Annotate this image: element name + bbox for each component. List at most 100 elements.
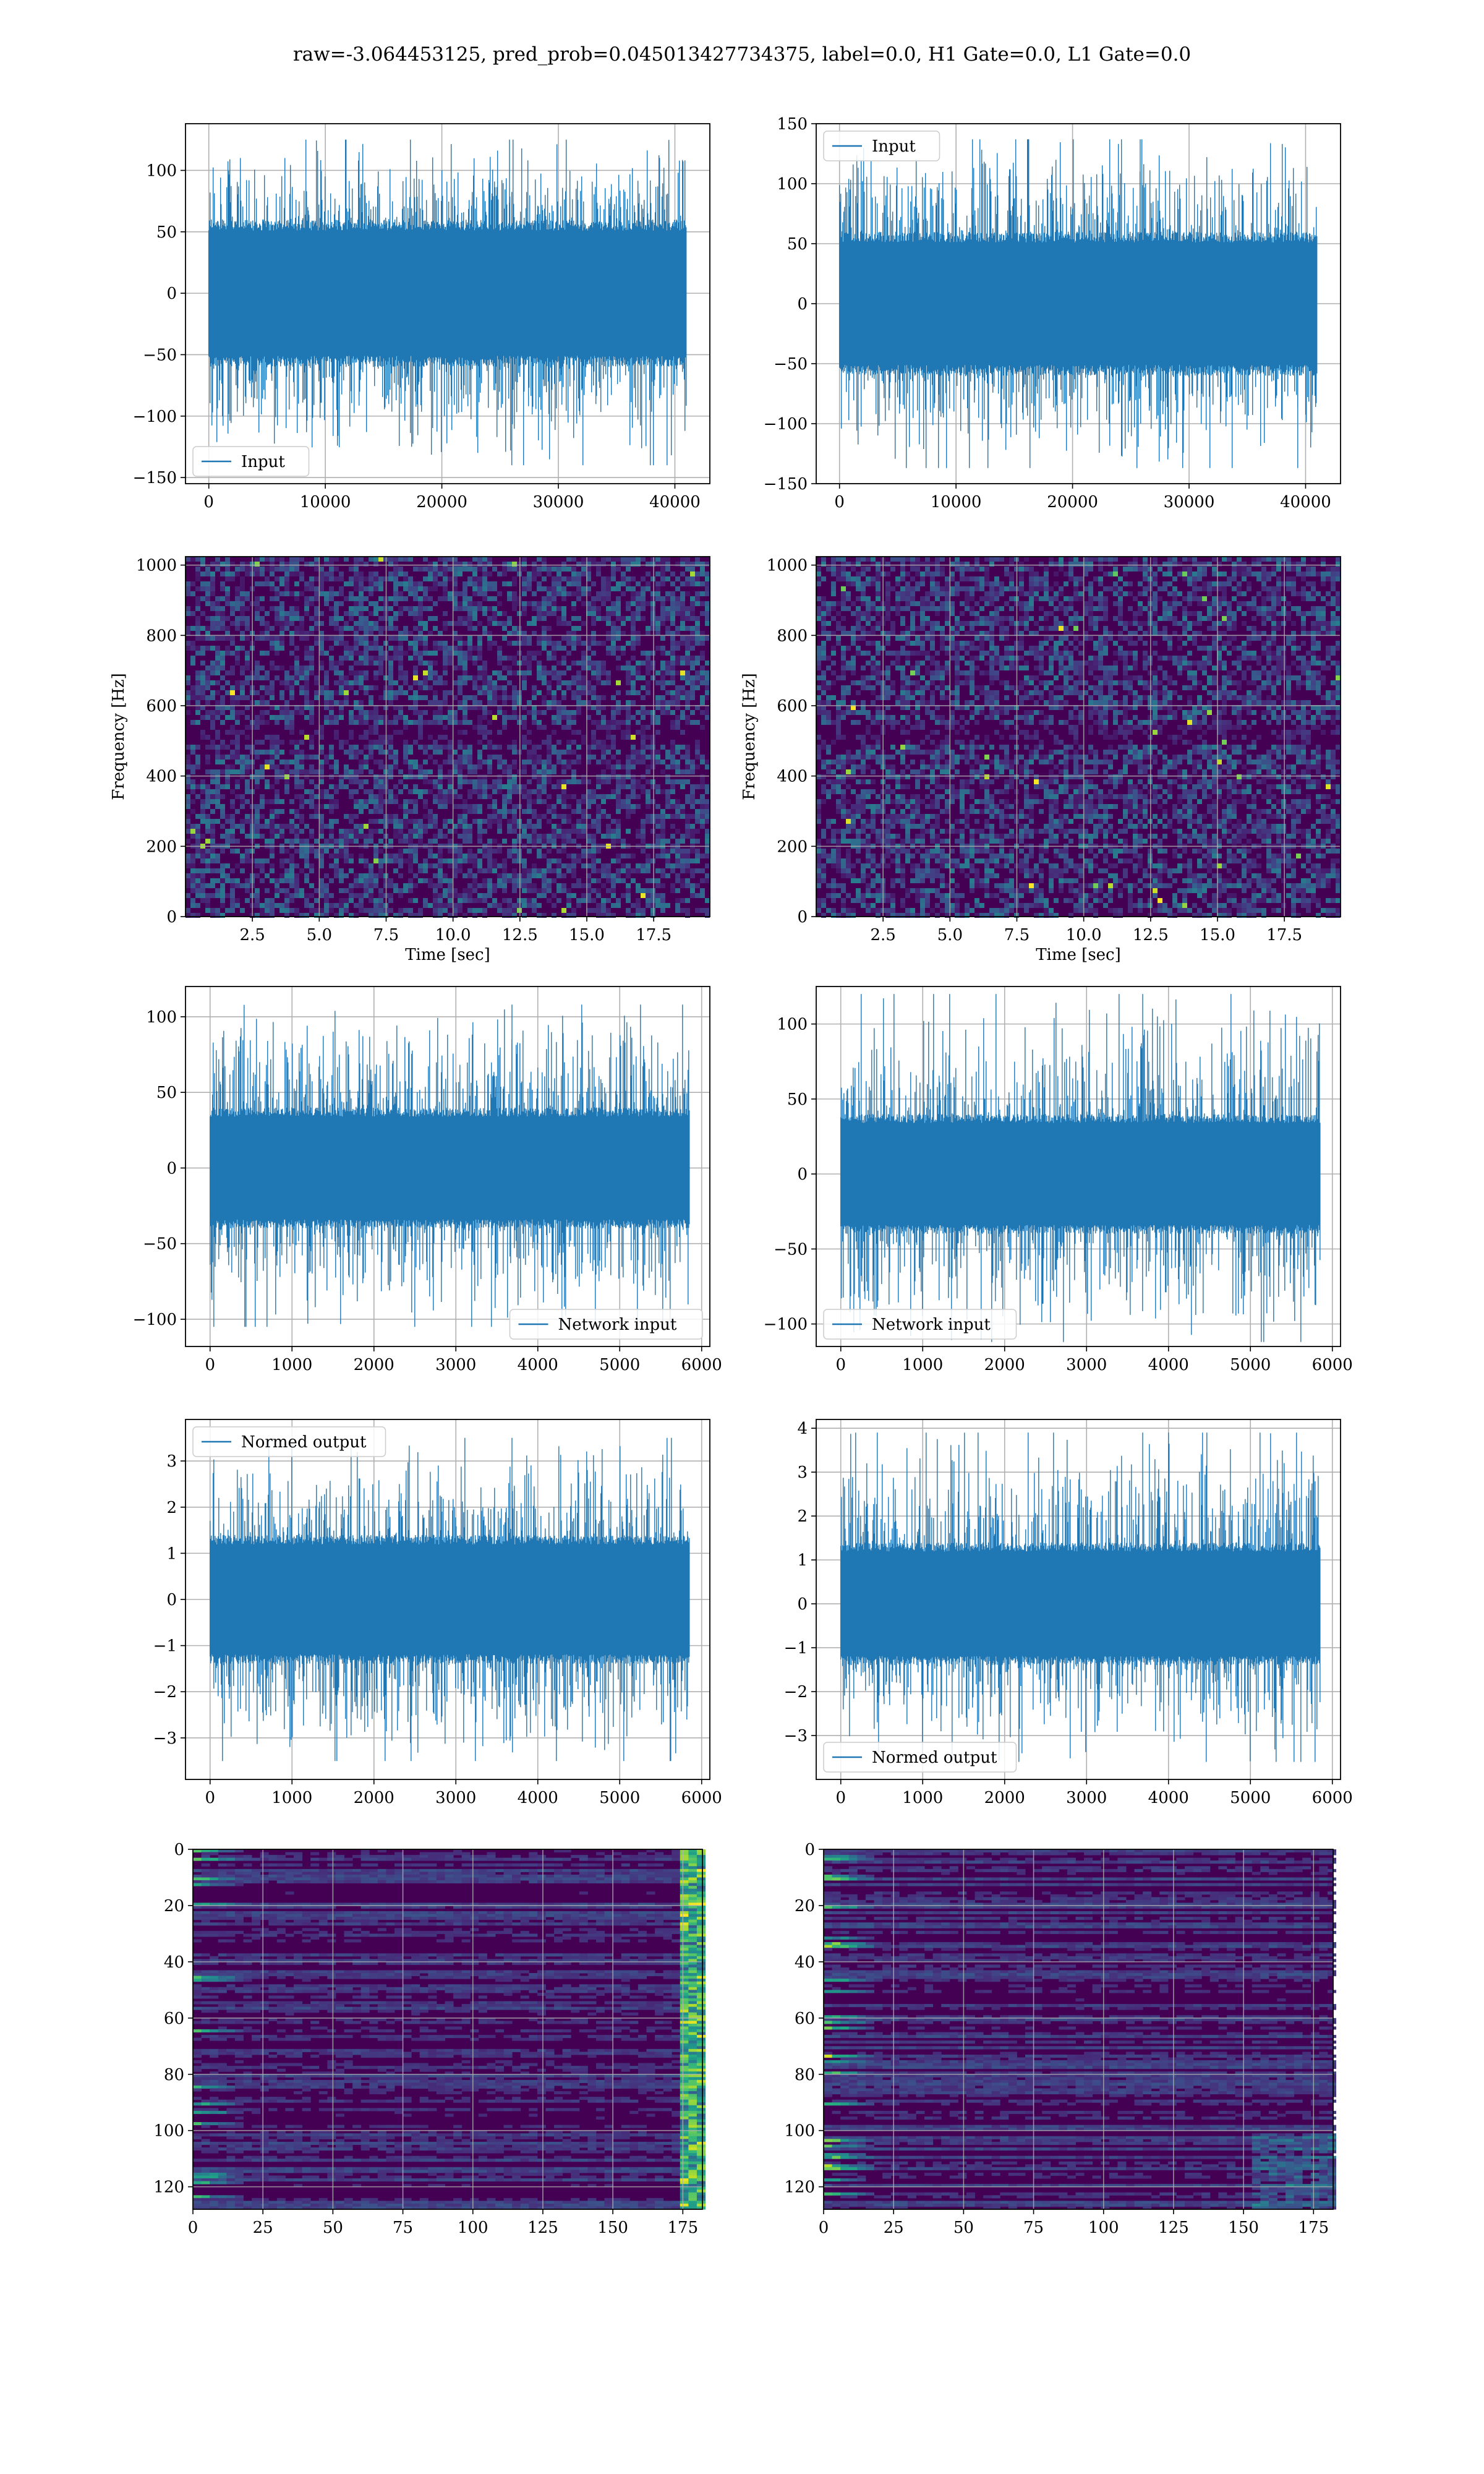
heatmap-cell — [641, 740, 646, 745]
heatmap-cell — [294, 779, 299, 784]
heatmap-cell — [260, 616, 265, 621]
heatmap-cell — [463, 893, 467, 898]
heatmap-cell — [1232, 567, 1237, 571]
heatmap-cell — [369, 611, 373, 616]
heatmap-cell — [601, 591, 606, 596]
heatmap-cell — [260, 834, 265, 839]
heatmap-cell — [220, 824, 225, 829]
heatmap-cell — [477, 651, 482, 656]
heatmap-cell — [463, 586, 467, 591]
heatmap-cell — [314, 908, 319, 913]
heatmap-cell — [324, 690, 329, 695]
heatmap-cell — [994, 557, 999, 562]
heatmap-cell — [556, 794, 561, 799]
heatmap-cell — [680, 601, 685, 606]
heatmap-cell — [388, 908, 393, 913]
heatmap-cell — [354, 839, 359, 844]
heatmap-cell — [220, 695, 225, 700]
heatmap-cell — [304, 878, 309, 883]
heatmap-cell — [472, 571, 477, 576]
heatmap-cell — [641, 760, 646, 764]
heatmap-cell — [650, 819, 655, 824]
heatmap-cell — [205, 784, 210, 789]
heatmap-cell — [517, 908, 522, 913]
heatmap-cell — [210, 799, 215, 804]
heatmap-cell — [556, 710, 561, 715]
heatmap-cell — [334, 849, 339, 854]
heatmap-cell — [826, 567, 831, 571]
heatmap-cell — [1306, 581, 1311, 586]
heatmap-cell — [542, 596, 547, 601]
y-tick-label: 150 — [777, 115, 808, 134]
heatmap-cell — [304, 774, 309, 779]
heatmap-cell — [477, 893, 482, 898]
heatmap-cell — [378, 903, 383, 908]
heatmap-cell — [453, 651, 458, 656]
heatmap-cell — [685, 908, 690, 913]
heatmap-cell — [532, 601, 537, 606]
heatmap-cell — [448, 750, 453, 755]
heatmap-cell — [304, 636, 309, 641]
heatmap-cell — [453, 562, 458, 567]
heatmap-cell — [260, 903, 265, 908]
heatmap-cell — [373, 646, 378, 651]
heatmap-cell — [950, 576, 955, 581]
heatmap-cell — [527, 576, 532, 581]
heatmap-cell — [626, 873, 631, 878]
heatmap-cell — [235, 745, 240, 750]
heatmap-cell — [1064, 581, 1068, 586]
heatmap-cell — [289, 799, 294, 804]
heatmap-cell — [210, 571, 215, 576]
heatmap-cell — [319, 814, 324, 819]
heatmap-cell — [1311, 557, 1316, 562]
heatmap-cell — [378, 606, 383, 611]
heatmap-cell — [705, 878, 710, 883]
heatmap-cell — [650, 913, 655, 918]
heatmap-cell — [289, 824, 294, 829]
heatmap-cell — [408, 819, 413, 824]
heatmap-cell — [354, 913, 359, 918]
heatmap-cell — [705, 685, 710, 690]
heatmap-cell — [433, 700, 438, 705]
heatmap-cell — [596, 903, 601, 908]
heatmap-cell — [299, 670, 304, 675]
heatmap-cell — [552, 814, 556, 819]
heatmap-cell — [354, 903, 359, 908]
heatmap-cell — [1108, 571, 1113, 576]
heatmap-cell — [1202, 567, 1207, 571]
heatmap-cell — [636, 606, 641, 611]
heatmap-cell — [621, 863, 626, 868]
heatmap-cell — [685, 834, 690, 839]
heatmap-cell — [601, 755, 606, 760]
heatmap-cell — [413, 651, 418, 656]
heatmap-cell — [215, 819, 220, 824]
heatmap-cell — [497, 824, 502, 829]
heatmap-cell — [561, 695, 566, 700]
heatmap-cell — [304, 715, 309, 720]
heatmap-cell — [576, 636, 581, 641]
heatmap-cell — [458, 814, 463, 819]
heatmap-cell — [680, 769, 685, 774]
heatmap-cell — [556, 814, 561, 819]
heatmap-cell — [458, 591, 463, 596]
heatmap-cell — [482, 819, 487, 824]
heatmap-cell — [453, 720, 458, 725]
heatmap-cell — [611, 755, 616, 760]
heatmap-cell — [1019, 571, 1024, 576]
heatmap-cell — [512, 745, 517, 750]
heatmap-cell — [294, 750, 299, 755]
heatmap-cell — [230, 789, 235, 794]
heatmap-cell — [299, 814, 304, 819]
heatmap-cell — [547, 839, 552, 844]
heatmap-cell — [458, 651, 463, 656]
heatmap-cell — [428, 616, 433, 621]
heatmap-cell — [1291, 581, 1296, 586]
heatmap-cell — [438, 858, 443, 863]
heatmap-cell — [319, 725, 324, 730]
heatmap-cell — [230, 700, 235, 705]
heatmap-cell — [210, 883, 215, 888]
heatmap-cell — [398, 824, 403, 829]
heatmap-cell — [537, 557, 542, 562]
heatmap-cell — [324, 636, 329, 641]
heatmap-cell — [369, 888, 373, 893]
